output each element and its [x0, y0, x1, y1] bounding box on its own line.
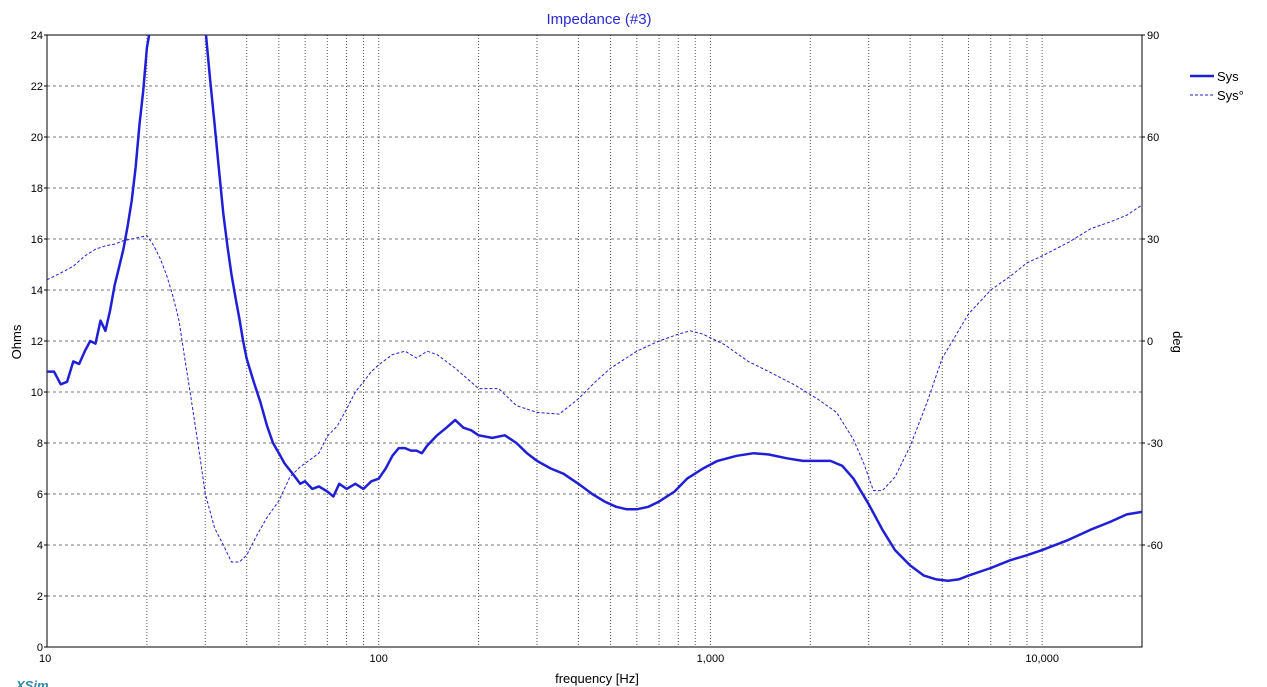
legend: Sys Sys° [1190, 69, 1244, 103]
y-tick-label: 6 [37, 489, 43, 501]
y-tick-label: 0 [37, 642, 43, 654]
chart-title: Impedance (#3) [546, 11, 651, 28]
legend-label-sys-phase: Sys° [1217, 88, 1244, 103]
x-axis-label: frequency [Hz] [555, 671, 639, 686]
y2-tick-label: -30 [1147, 438, 1163, 450]
y-tick-label: 16 [31, 234, 43, 246]
y-tick-label: 10 [31, 387, 43, 399]
y-tick-label: 24 [31, 30, 43, 42]
xsim-logo: XSim [15, 678, 49, 687]
y-tick-label: 8 [37, 438, 43, 450]
grid-lines [46, 34, 1143, 648]
x-tick-label: 10,000 [1025, 653, 1059, 665]
series-line-sys-phase [47, 204, 1142, 563]
x-tick-label: 10 [39, 653, 51, 665]
y2-tick-label: 60 [1147, 132, 1159, 144]
x-tick-label: 1,000 [697, 653, 725, 665]
y-tick-label: 12 [31, 336, 43, 348]
y-tick-label: 14 [31, 285, 43, 297]
y2-tick-label: -60 [1147, 540, 1163, 552]
y-axis-label: Ohms [9, 324, 24, 359]
legend-label-sys: Sys [1217, 69, 1239, 84]
y-tick-label: 22 [31, 81, 43, 93]
y-tick-label: 18 [31, 183, 43, 195]
y2-tick-label: 0 [1147, 336, 1153, 348]
y2-tick-label: 30 [1147, 234, 1159, 246]
x-tick-label: 100 [370, 653, 388, 665]
y2-axis-label: deg [1170, 331, 1185, 353]
y2-tick-label: 90 [1147, 30, 1159, 42]
series-layer [47, 35, 1142, 582]
y-tick-label: 4 [37, 540, 43, 552]
y-tick-label: 2 [37, 591, 43, 603]
series-line-sys [47, 35, 1142, 582]
y-tick-label: 20 [31, 132, 43, 144]
